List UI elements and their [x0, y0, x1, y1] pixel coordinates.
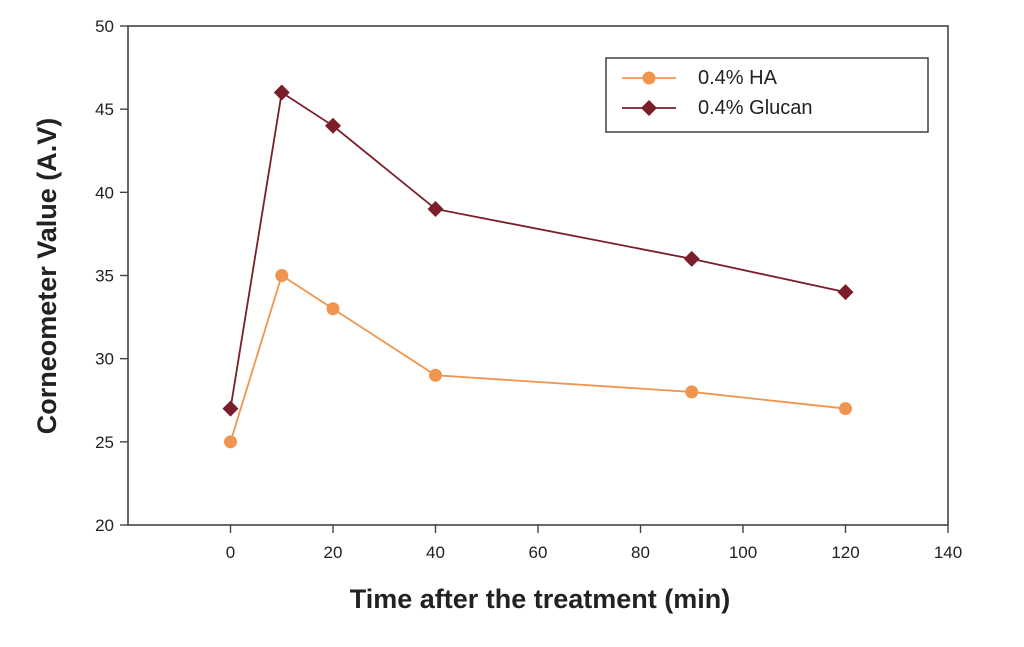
- y-axis-title: Corneometer Value (A.V): [32, 118, 62, 435]
- x-tick-label: 60: [529, 543, 548, 562]
- series-line-ha: [229, 274, 846, 443]
- data-point-glucan: [222, 400, 239, 417]
- data-point-ha: [685, 385, 699, 399]
- data-point-glucan: [427, 200, 444, 217]
- x-tick-label: 80: [631, 543, 650, 562]
- y-axis: 20 25 30 35 40 45 50: [95, 17, 128, 535]
- data-point-ha: [224, 435, 237, 449]
- y-tick-label: 20: [95, 516, 114, 535]
- y-tick-label: 30: [95, 350, 114, 369]
- y-tick-label: 45: [95, 100, 114, 119]
- legend-box: [605, 57, 929, 133]
- y-tick-label: 40: [95, 183, 114, 202]
- x-tick-label: 20: [324, 543, 343, 562]
- y-tick-label: 25: [95, 433, 114, 452]
- series-layer: [222, 84, 854, 449]
- series-ha: [224, 269, 852, 449]
- x-tick-label: 140: [934, 543, 962, 562]
- legend-label-ha: 0.4% HA: [698, 67, 778, 89]
- x-tick-label: 0: [226, 543, 235, 562]
- data-point-ha: [326, 302, 340, 316]
- data-point-ha: [429, 368, 442, 382]
- legend-marker-ha: [642, 71, 656, 85]
- x-axis-title: Time after the treatment (min): [350, 584, 731, 614]
- y-tick-label: 35: [95, 267, 114, 286]
- legend-marker-glucan: [641, 100, 657, 116]
- legend-label-glucan: 0.4% Glucan: [698, 97, 813, 119]
- x-tick-label: 120: [831, 543, 859, 562]
- x-tick-label: 40: [426, 543, 445, 562]
- series-line-glucan: [229, 91, 846, 409]
- data-point-ha: [275, 269, 289, 282]
- data-point-glucan: [273, 84, 290, 101]
- x-axis: 0 20 40 60 80 100 120 140: [226, 525, 962, 562]
- y-tick-label: 50: [95, 17, 114, 36]
- data-point-glucan: [325, 117, 341, 134]
- x-tick-label: 100: [729, 543, 757, 562]
- data-point-ha: [839, 402, 852, 416]
- data-point-glucan: [837, 284, 854, 301]
- series-glucan: [222, 84, 854, 417]
- legend: 0.4% HA 0.4% Glucan: [605, 57, 929, 133]
- data-point-glucan: [683, 250, 700, 267]
- legend-items: [622, 71, 676, 116]
